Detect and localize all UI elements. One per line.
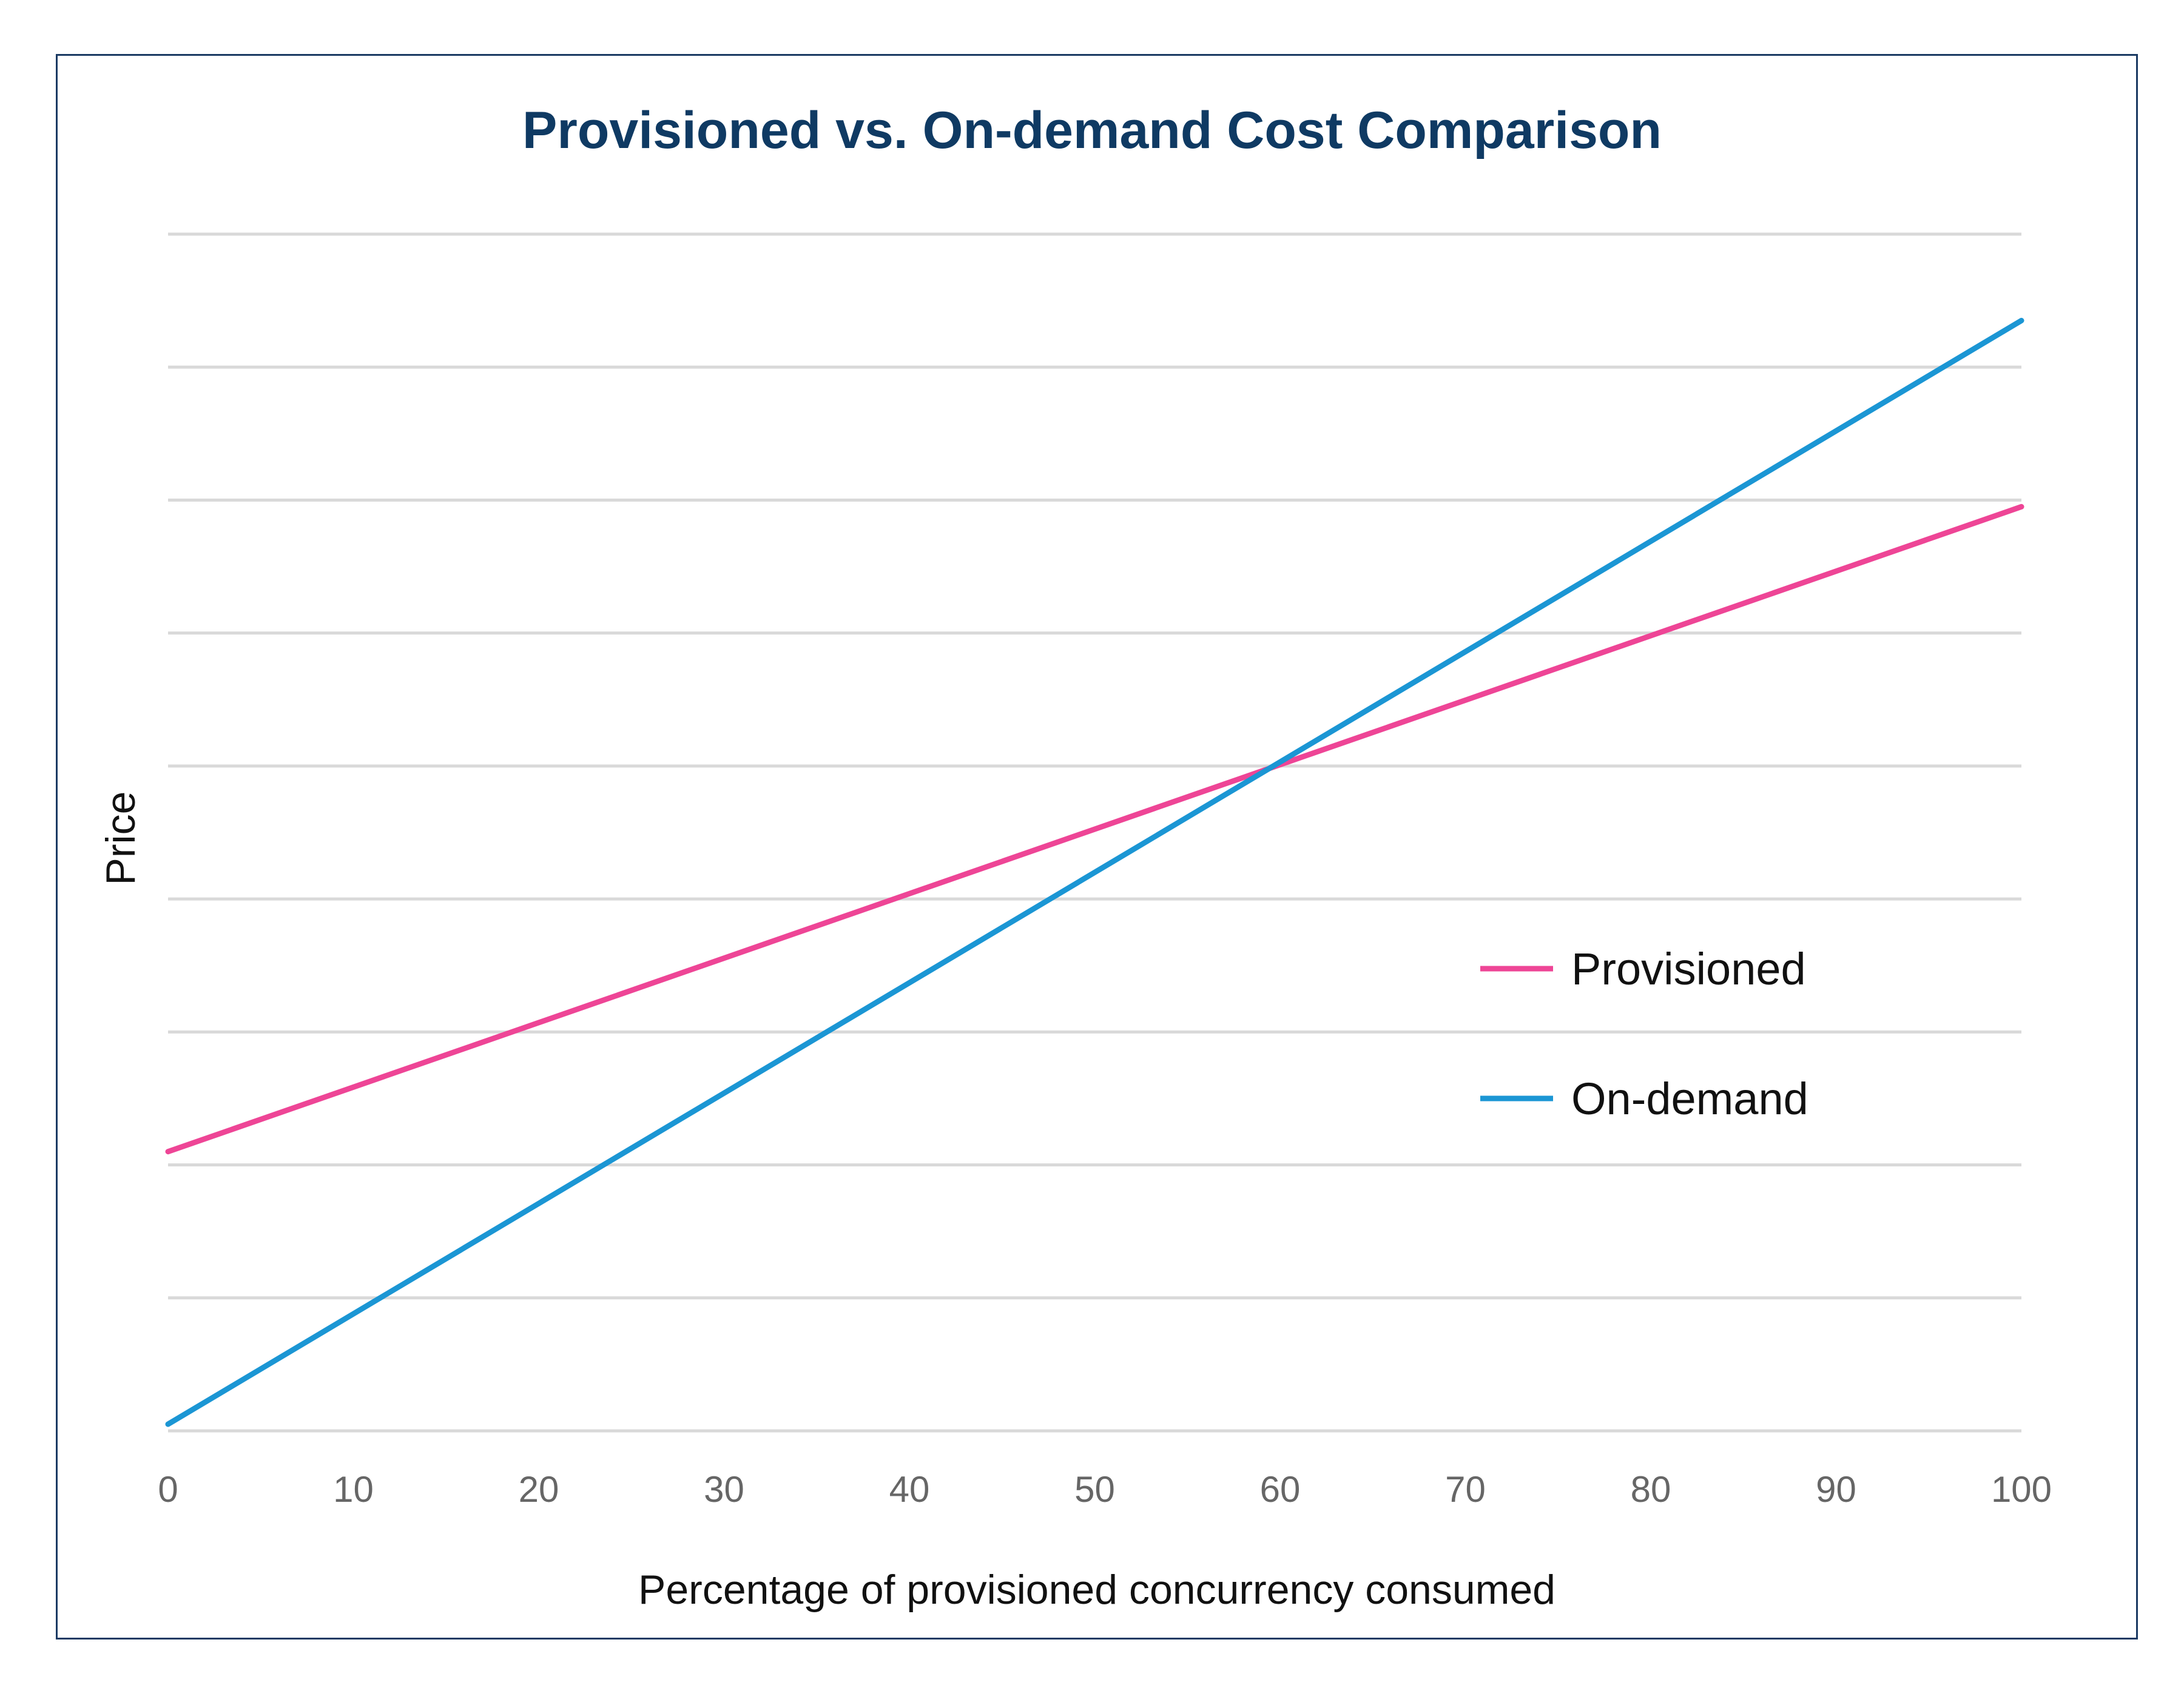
grid-lines	[168, 232, 2021, 1433]
x-tick-label: 20	[519, 1469, 559, 1510]
legend: Provisioned On-demand	[1480, 944, 1808, 1124]
x-tick-label: 30	[704, 1469, 744, 1510]
x-axis-label: Percentage of provisioned concurrency co…	[638, 1567, 1555, 1613]
x-tick-label: 10	[333, 1469, 374, 1510]
x-tick-label: 60	[1260, 1469, 1301, 1510]
series-line-on-demand	[165, 317, 2024, 1427]
series-line-provisioned	[165, 503, 2024, 1155]
x-axis-ticks: 0 10 20 30 40 50 60 70 80 90 100	[158, 1469, 2052, 1510]
x-tick-label: 90	[1816, 1469, 1856, 1510]
legend-label: On-demand	[1571, 1074, 1808, 1124]
x-tick-label: 70	[1445, 1469, 1486, 1510]
y-axis-label: Price	[98, 792, 144, 886]
x-tick-label: 50	[1074, 1469, 1115, 1510]
x-tick-label: 40	[889, 1469, 930, 1510]
x-tick-label: 0	[158, 1469, 178, 1510]
x-tick-label: 80	[1631, 1469, 1671, 1510]
chart-frame	[56, 54, 2138, 1640]
x-tick-label: 100	[1991, 1469, 2052, 1510]
series-lines	[165, 317, 2024, 1427]
chart-title: Provisioned vs. On-demand Cost Compariso…	[522, 101, 1662, 160]
legend-label: Provisioned	[1571, 944, 1806, 994]
